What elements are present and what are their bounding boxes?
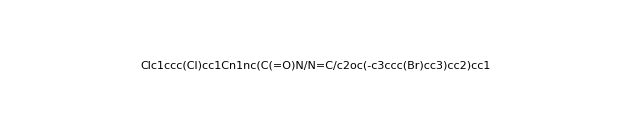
Text: Clc1ccc(Cl)cc1Cn1nc(C(=O)N/N=C/c2oc(-c3ccc(Br)cc3)cc2)cc1: Clc1ccc(Cl)cc1Cn1nc(C(=O)N/N=C/c2oc(-c3c… bbox=[140, 61, 491, 71]
